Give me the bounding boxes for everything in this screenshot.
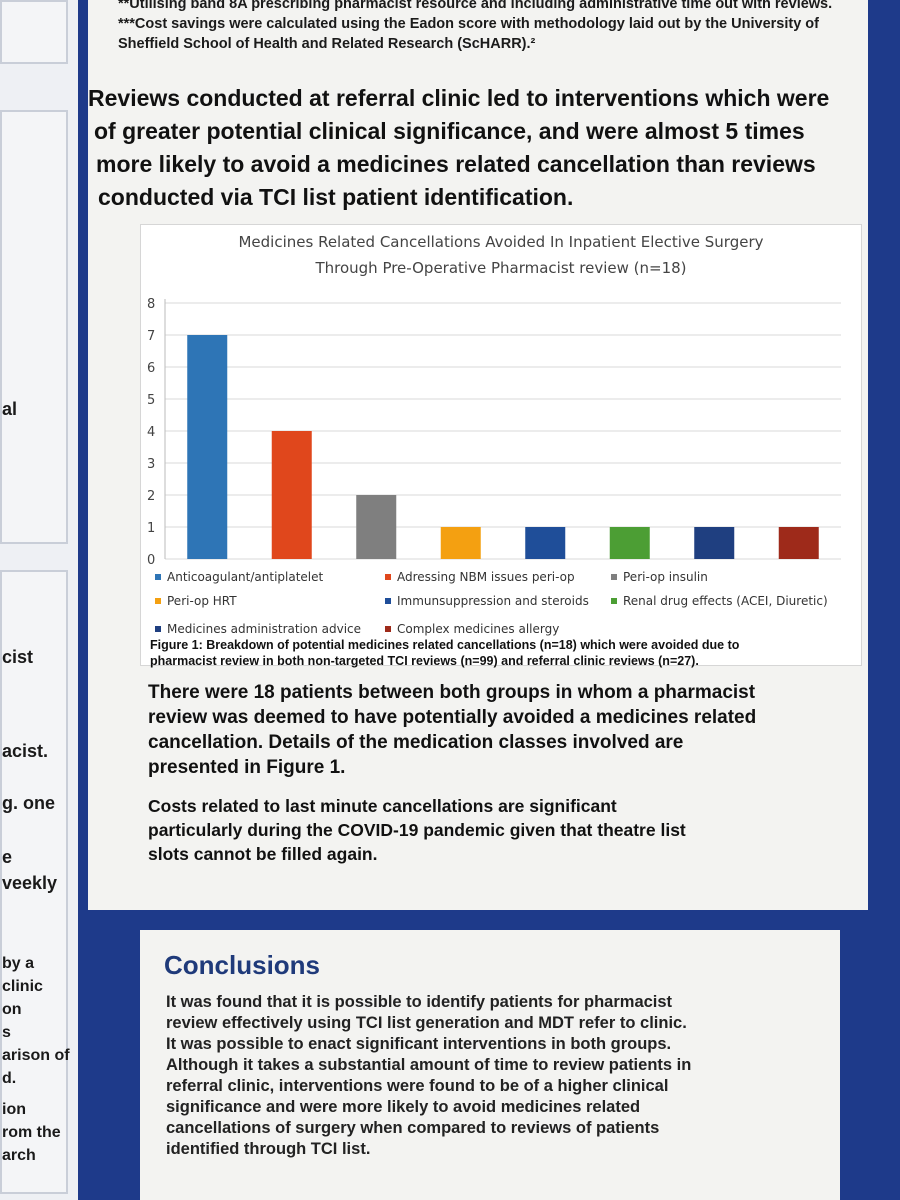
left-fragment: ion [2, 1101, 26, 1118]
legend-label: Medicines administration advice [167, 622, 361, 636]
paragraph-line: slots cannot be filled again. [148, 844, 378, 864]
legend-label: Adressing NBM issues peri-op [397, 570, 575, 584]
y-tick-label: 7 [147, 329, 155, 344]
left-fragment: g. one [2, 793, 55, 813]
left-column: al cist acist. g. one e veekly by a clin… [0, 0, 78, 1200]
legend-swatch [611, 574, 617, 580]
bar-3 [356, 495, 397, 559]
bar-chart: Medicines Related Cancellations Avoided … [140, 224, 862, 666]
conclusions-text: It was found that it is possible to iden… [166, 992, 691, 1160]
bar-6 [609, 527, 650, 559]
legend-swatch [385, 598, 391, 604]
paragraph-line: particularly during the COVID-19 pandemi… [148, 820, 686, 840]
chart-title-line-2: Through Pre-Operative Pharmacist review … [314, 259, 686, 277]
legend-swatch [385, 574, 391, 580]
y-tick-label: 4 [147, 425, 155, 440]
key-finding-line: of greater potential clinical significan… [94, 118, 805, 144]
legend-label: Anticoagulant/antiplatelet [167, 570, 324, 584]
left-fragment: d. [2, 1070, 17, 1087]
bar-5 [525, 527, 566, 559]
chart-svg: Medicines Related Cancellations Avoided … [147, 233, 841, 636]
left-fragment: veekly [2, 873, 58, 893]
key-finding-line: more likely to avoid a medicines related… [96, 151, 816, 177]
paragraph-line: presented in Figure 1. [148, 757, 346, 778]
left-fragment: arch [2, 1147, 36, 1164]
y-tick-label: 2 [147, 489, 155, 504]
left-fragment: arison of [2, 1047, 70, 1064]
bar-2 [271, 431, 312, 559]
conclusions-line: It was possible to enact significant int… [166, 1035, 672, 1053]
footnote-line: Sheffield School of Health and Related R… [118, 36, 536, 52]
results-panel: **Utilising band 8A prescribing pharmaci… [88, 0, 868, 910]
left-fragment: al [2, 399, 18, 419]
left-fragment: by a [2, 955, 35, 972]
left-panel-top [0, 0, 68, 64]
y-tick-label: 6 [147, 361, 155, 376]
left-fragment: cist [2, 647, 34, 667]
y-tick-label: 8 [147, 297, 155, 312]
conclusions-line: review effectively using TCI list genera… [166, 1014, 687, 1032]
conclusions-line: identified through TCI list. [166, 1140, 371, 1158]
chart-title-line-1: Medicines Related Cancellations Avoided … [238, 233, 763, 251]
legend-label: Peri-op HRT [167, 594, 237, 608]
footnotes: **Utilising band 8A prescribing pharmaci… [118, 0, 832, 54]
y-tick-label: 3 [147, 457, 155, 472]
bar-4 [440, 527, 481, 559]
paragraph-costs: Costs related to last minute cancellatio… [148, 794, 848, 866]
paragraph-line: There were 18 patients between both grou… [148, 682, 756, 703]
left-fragment: e [2, 847, 13, 867]
left-panel-lower [0, 570, 68, 1194]
paragraph-line: cancellation. Details of the medication … [148, 732, 684, 753]
conclusions-panel: Conclusions It was found that it is poss… [140, 930, 840, 1180]
key-finding-line: Reviews conducted at referral clinic led… [88, 85, 830, 111]
bar-8 [778, 527, 819, 559]
left-fragment: rom the [2, 1124, 61, 1141]
legend-swatch [611, 598, 617, 604]
conclusions-line: Although it takes a substantial amount o… [166, 1056, 692, 1074]
conclusions-line: cancellations of surgery when compared t… [166, 1119, 660, 1137]
legend-label: Complex medicines allergy [397, 622, 559, 636]
key-finding: Reviews conducted at referral clinic led… [88, 82, 888, 214]
bar-7 [694, 527, 735, 559]
y-tick-label: 0 [147, 553, 155, 568]
caption-line: pharmacist review in both non-targeted T… [150, 654, 699, 668]
bar-1 [187, 335, 228, 559]
caption-line: Figure 1: Breakdown of potential medicin… [150, 638, 740, 652]
conclusions-title: Conclusions [164, 950, 321, 980]
left-fragment: acist. [2, 741, 49, 761]
left-fragment: on [2, 1001, 22, 1018]
legend-swatch [385, 626, 391, 632]
legend-swatch [155, 626, 161, 632]
left-panel-upper [0, 110, 68, 544]
paragraph-patients: There were 18 patients between both grou… [148, 680, 848, 780]
key-finding-line: conducted via TCI list patient identific… [98, 184, 574, 210]
y-tick-label: 5 [147, 393, 155, 408]
left-fragment: clinic [2, 978, 43, 995]
left-fragment: s [2, 1024, 11, 1041]
legend-swatch [155, 598, 161, 604]
legend-label: Renal drug effects (ACEI, Diuretic) [623, 594, 828, 608]
results-text: There were 18 patients between both grou… [148, 680, 848, 880]
paragraph-line: review was deemed to have potentially av… [148, 707, 757, 728]
paragraph-line: Costs related to last minute cancellatio… [148, 796, 617, 816]
conclusions-line: significance and were more likely to avo… [166, 1098, 641, 1116]
y-tick-label: 1 [147, 521, 155, 536]
footnote-line: ***Cost savings were calculated using th… [118, 16, 819, 32]
conclusions-line: It was found that it is possible to iden… [166, 993, 673, 1011]
legend-swatch [155, 574, 161, 580]
legend-label: Immunsuppression and steroids [397, 594, 589, 608]
next-panel [140, 1160, 840, 1200]
footnote-line: **Utilising band 8A prescribing pharmaci… [118, 0, 833, 12]
conclusions-line: referral clinic, interventions were foun… [166, 1077, 669, 1095]
legend-label: Peri-op insulin [623, 570, 708, 584]
figure-caption: Figure 1: Breakdown of potential medicin… [150, 637, 739, 669]
